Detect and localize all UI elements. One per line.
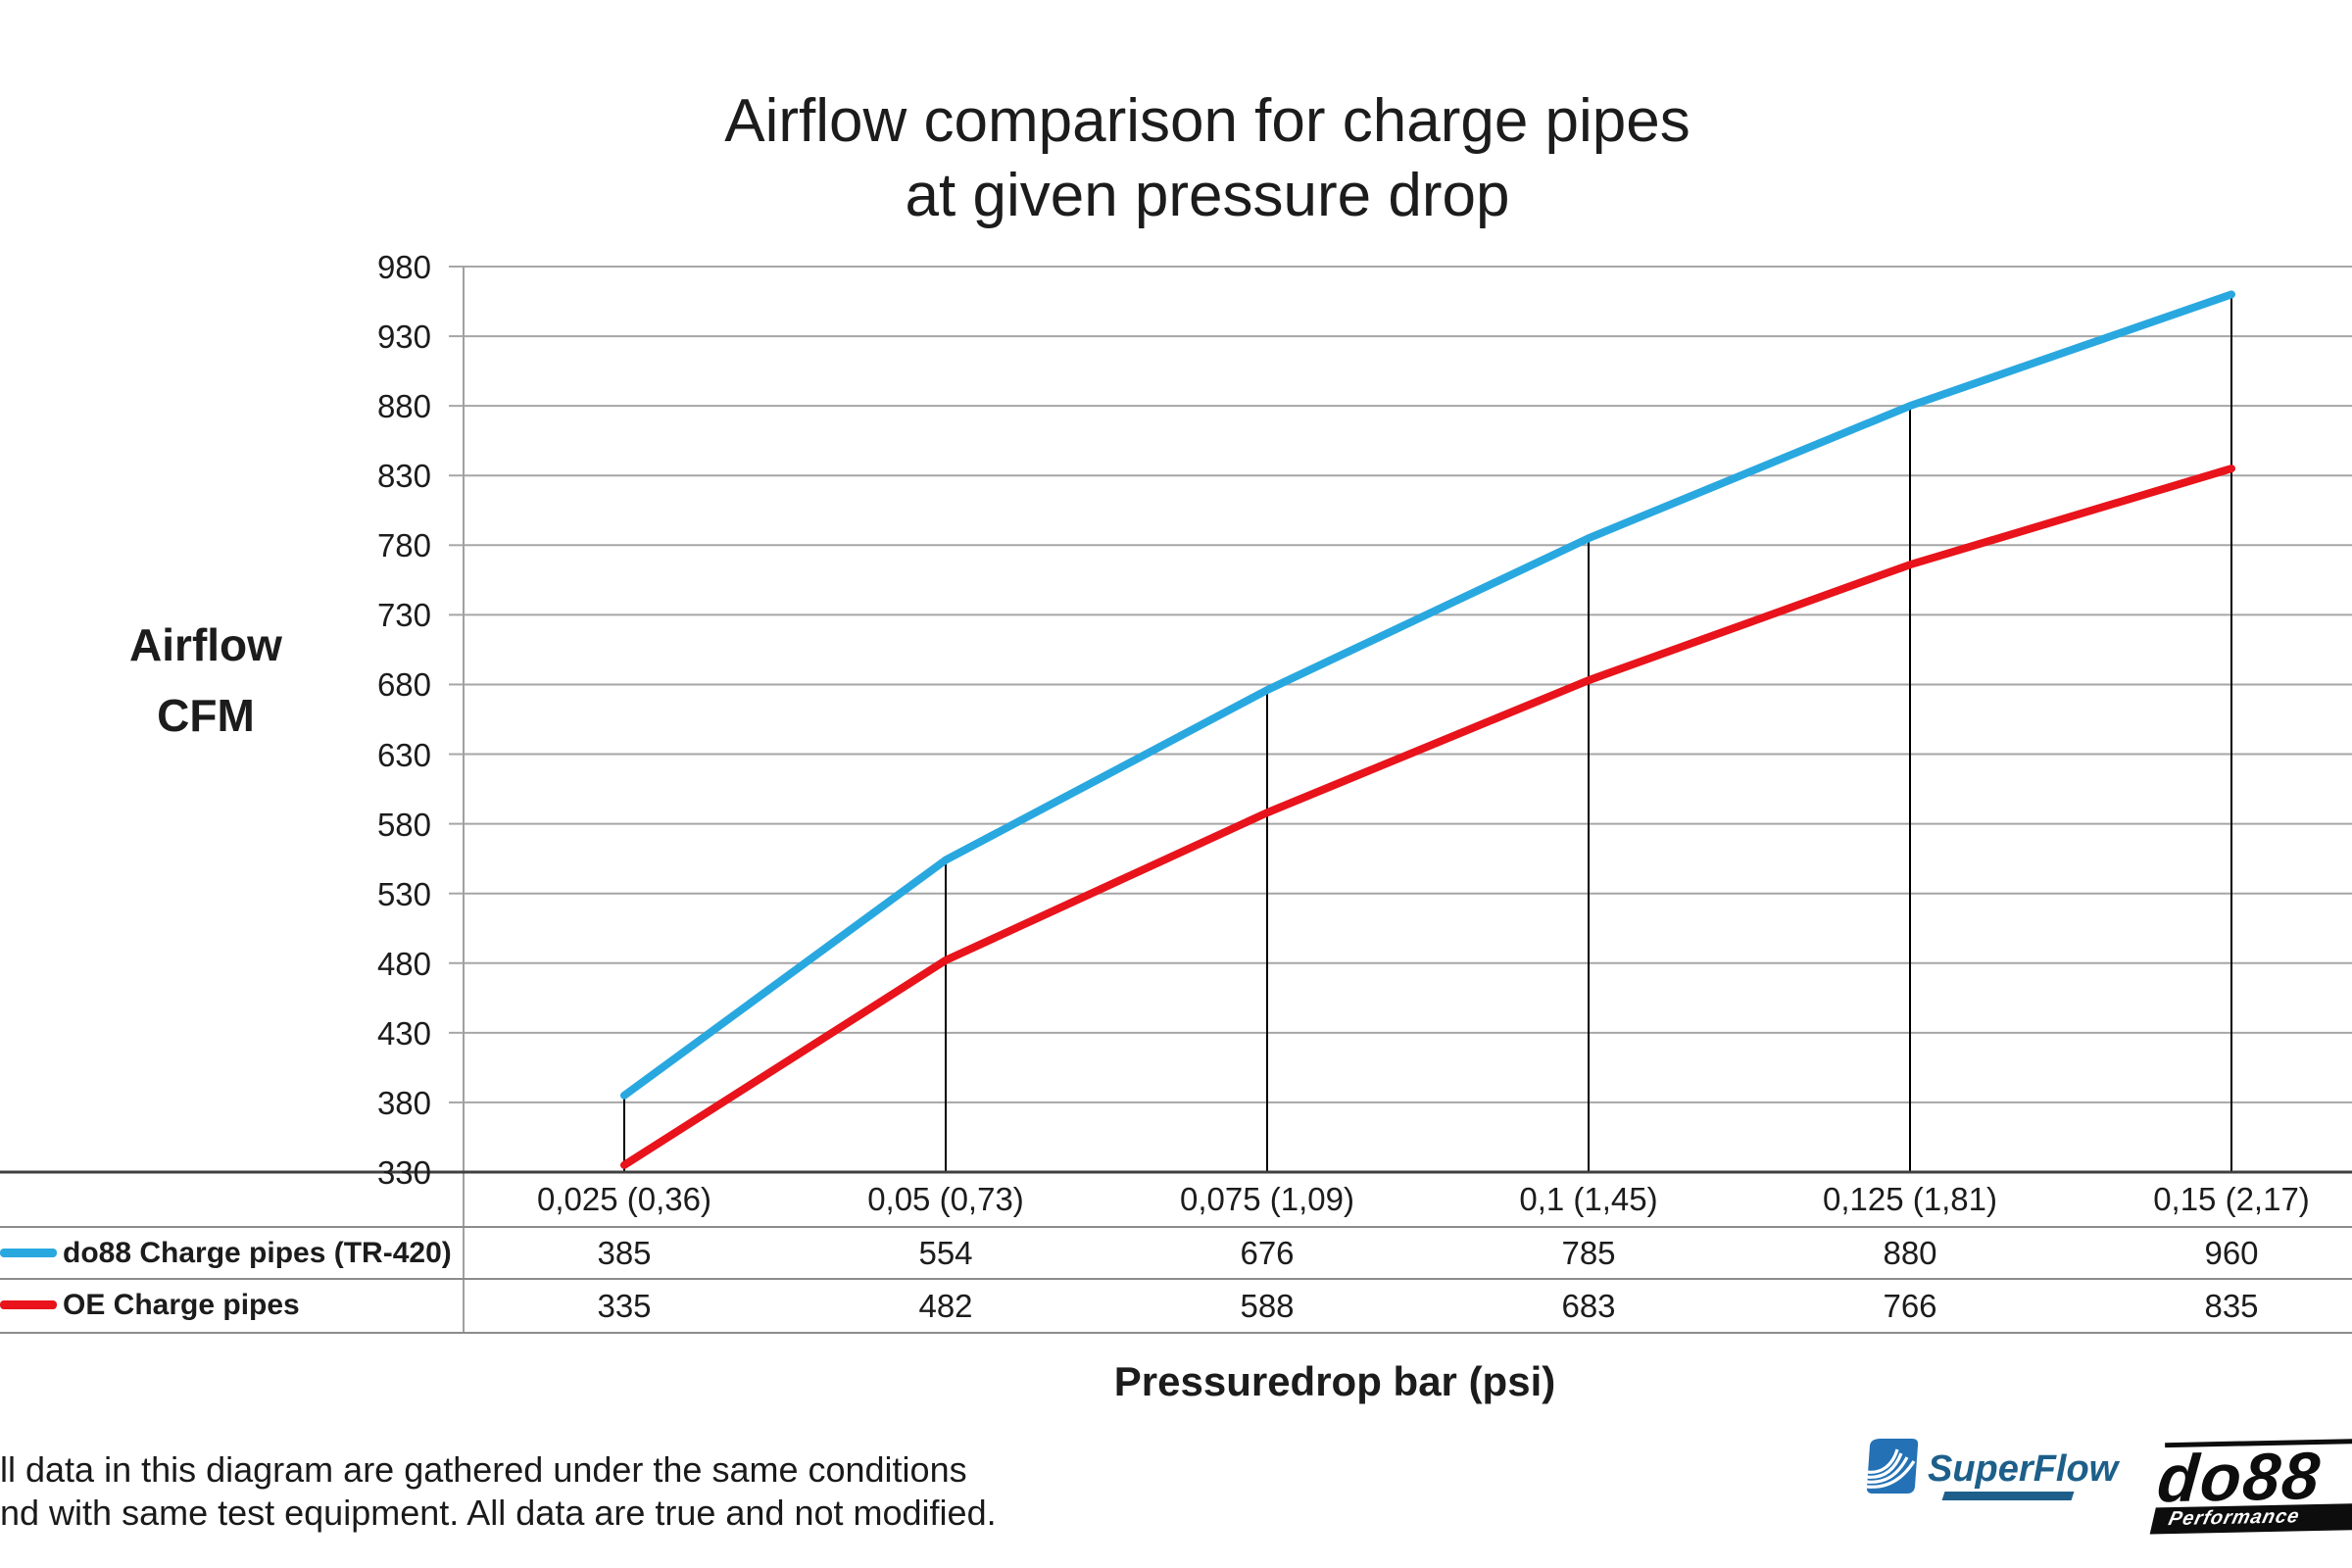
table-cell-value: 835 xyxy=(2204,1288,2259,1324)
table-cell-value: 385 xyxy=(597,1235,652,1271)
y-axis-label-line1: Airflow xyxy=(129,619,282,670)
do88-performance-bar: Performance xyxy=(2149,1502,2352,1535)
chart-title-line2: at given pressure drop xyxy=(905,162,1510,229)
y-tick-label: 980 xyxy=(376,249,431,285)
y-tick-label: 630 xyxy=(376,736,431,773)
superflow-logo: SuperFlow xyxy=(1865,1437,2139,1515)
category-label: 0,075 (1,09) xyxy=(1180,1181,1354,1217)
y-axis-label-line2: CFM xyxy=(157,690,255,741)
series-line-oe xyxy=(620,465,2235,1169)
y-tick-label: 430 xyxy=(376,1014,431,1052)
y-tick-label: 880 xyxy=(376,388,431,425)
y-tick-label: 530 xyxy=(376,875,431,912)
footer-line2: nd with same test equipment. All data ar… xyxy=(0,1493,997,1533)
table-cell-value: 335 xyxy=(597,1288,652,1324)
legend-label: OE Charge pipes xyxy=(63,1288,300,1321)
table-cell-value: 482 xyxy=(918,1288,973,1324)
y-tick-label: 780 xyxy=(376,527,431,564)
category-label: 0,15 (2,17) xyxy=(2153,1181,2310,1217)
y-tick-label: 330 xyxy=(376,1154,431,1191)
footer-note: ll data in this diagram are gathered und… xyxy=(0,1448,997,1535)
table-cell-value: 588 xyxy=(1240,1288,1295,1324)
table-cell-value: 676 xyxy=(1240,1235,1295,1271)
category-label: 0,05 (0,73) xyxy=(867,1181,1024,1217)
category-label: 0,125 (1,81) xyxy=(1823,1181,1997,1217)
do88-performance-label: Performance xyxy=(2166,1505,2302,1531)
table-cell-value: 880 xyxy=(1883,1235,1937,1271)
legend-item: do88 Charge pipes (TR-420) xyxy=(0,1227,462,1279)
y-axis-label: Airflow CFM xyxy=(78,610,333,751)
superflow-tagline-strip xyxy=(1941,1492,2075,1500)
x-axis-title: Pressuredrop bar (psi) xyxy=(1113,1358,1556,1404)
chart-title: Airflow comparison for charge pipes at g… xyxy=(423,84,1991,233)
legend-item: OE Charge pipes xyxy=(0,1279,462,1331)
superflow-icon xyxy=(1865,1439,1919,1494)
y-tick-label: 680 xyxy=(376,666,431,704)
category-label: 0,025 (0,36) xyxy=(537,1181,711,1217)
y-tick-label: 730 xyxy=(376,597,431,634)
y-tick-label: 480 xyxy=(376,945,431,982)
y-tick-label: 580 xyxy=(376,806,431,843)
y-tick-label: 830 xyxy=(376,458,431,495)
table-cell-value: 960 xyxy=(2204,1235,2259,1271)
legend-swatch xyxy=(0,1249,57,1257)
table-cell-value: 683 xyxy=(1561,1288,1616,1324)
table-cell-value: 766 xyxy=(1883,1288,1937,1324)
legend-swatch xyxy=(0,1300,57,1309)
table-cell-value: 554 xyxy=(918,1235,973,1271)
footer-line1: ll data in this diagram are gathered und… xyxy=(0,1449,967,1490)
legend-label: do88 Charge pipes (TR-420) xyxy=(63,1236,452,1269)
superflow-wordmark: SuperFlow xyxy=(1928,1448,2119,1490)
do88-logo: do88 Performance xyxy=(2149,1428,2352,1541)
table-cell-value: 785 xyxy=(1561,1235,1616,1271)
series-line-do88 xyxy=(620,290,2235,1100)
category-label: 0,1 (1,45) xyxy=(1519,1181,1658,1217)
y-tick-label: 930 xyxy=(376,318,431,356)
chart-title-line1: Airflow comparison for charge pipes xyxy=(724,87,1690,155)
y-tick-label: 380 xyxy=(376,1084,431,1121)
